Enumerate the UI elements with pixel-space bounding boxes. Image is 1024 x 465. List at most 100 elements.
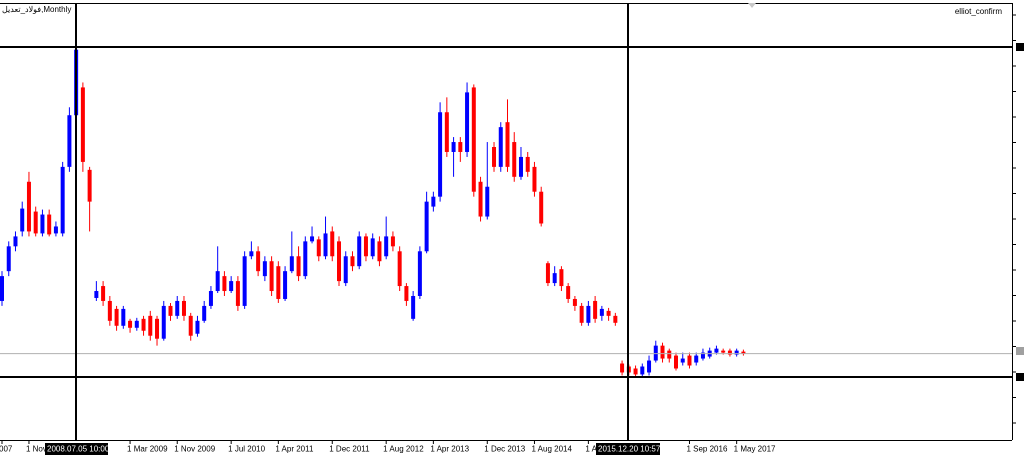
candle-body [431,196,436,207]
time-label: 1 Sep 2016 [686,445,727,454]
time-label: 1 Dec 2013 [484,445,525,454]
candle-body [316,239,321,257]
candle-body [714,348,719,353]
candle-body [640,366,645,375]
time-label: 1 Nov [26,445,47,454]
time-label: 007 [0,445,13,454]
candles [0,47,746,378]
candle-body [458,142,463,152]
candle-body [539,191,544,224]
candle-body [155,318,160,339]
candle-body [397,251,402,287]
time-label: 1 Apr 2013 [430,445,469,454]
shift-marker [748,3,756,8]
candle-body [438,112,443,197]
candle-body [721,350,726,353]
candle-body [262,261,267,277]
candle-body [67,115,72,167]
candle-body [465,92,470,152]
candle-body [188,315,193,336]
candle-body [0,276,4,301]
candle-body [87,169,92,202]
candle-body [94,291,99,298]
candle-body [202,305,207,321]
time-label: 1 Jul 2010 [228,445,265,454]
candle-body [303,241,308,277]
candle-body [411,295,416,319]
candle-body [674,355,678,369]
candle-body [552,273,557,284]
time-label: 1 Aug 2014 [531,445,572,454]
candle-body [512,142,517,177]
candle-body [667,350,672,359]
candle-body [505,122,510,167]
candle-body [337,241,341,282]
candle-body [593,300,598,319]
candle-body [680,358,685,363]
candle-body [700,352,705,359]
candle-body [734,350,739,355]
candle-body [181,300,186,316]
candle-body [741,351,746,354]
candle-body [60,166,65,234]
candle-body [256,251,261,272]
candle-body [404,286,409,301]
candle-body [53,226,58,234]
candle-body [518,156,523,177]
candle-body [525,156,530,172]
cursor-time-box [596,443,660,455]
candle-body [13,236,18,247]
candle-body [141,318,146,331]
candle-body [276,266,281,299]
candle-body [323,233,328,257]
candle-body [195,320,200,334]
candle-body [296,256,301,277]
price-marker [1016,347,1024,355]
candle-body [357,236,362,267]
candle-body [242,256,247,306]
price-axis-ticks [1012,14,1016,424]
candle-body [175,300,180,316]
candle-body [229,281,234,292]
time-label: 1 May 2017 [734,445,776,454]
time-label: 1 Aug 2012 [383,445,424,454]
candle-body [606,310,611,316]
candle-body [47,214,52,235]
candle-body [586,305,591,323]
candle-body [559,269,564,287]
candle-body [579,305,584,323]
candle-body [26,181,31,232]
candle-body [424,201,429,252]
candle-body [249,251,254,257]
candle-body [613,315,618,323]
candle-body [121,308,126,326]
candle-body [235,281,240,306]
time-label: 1 Dec 2011 [329,445,370,454]
candle-body [599,308,604,316]
time-axis: 007 1 Nov 1 Mar 2009 1 Nov 2009 1 Jul 2010 1 … [0,440,776,454]
candle-body [40,214,45,234]
candle-body [390,236,395,247]
candle-body [492,147,497,167]
candle-body [283,271,288,299]
candle-body [377,241,382,262]
candle-body [343,256,348,284]
candle-body [222,276,227,292]
candle-body [572,298,577,306]
candle-body [417,251,422,296]
candle-body [727,350,732,355]
candle-body [310,236,315,242]
candle-body [148,315,153,336]
candle-body [168,305,173,316]
cursor-time: 2008.07.05 10:00 [47,445,110,454]
candle-body [350,256,355,267]
candle-body [633,368,638,375]
candle-body [107,300,112,321]
cursor-time: 2015.12.20 10:57 [598,445,661,454]
time-label: 1 Nov 2009 [174,445,215,454]
price-marker [1016,373,1024,381]
candle-body [6,246,11,272]
cursor-time-box [45,443,108,455]
candle-body [687,355,692,366]
